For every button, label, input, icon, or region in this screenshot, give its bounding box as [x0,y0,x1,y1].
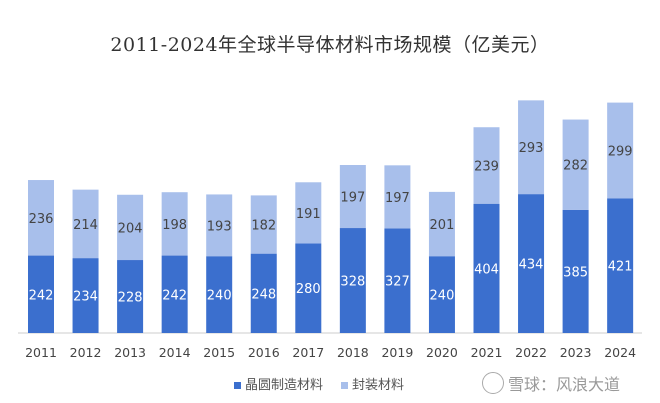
data-label-packaging-2013: 204 [118,221,143,236]
data-label-wafer-2021: 404 [474,262,499,277]
bar-wafer-2019 [384,228,411,333]
data-label-packaging-2023: 282 [563,159,588,174]
data-label-wafer-2020: 240 [430,289,455,304]
bar-wafer-2016 [250,253,277,333]
x-tick-label-2017: 2017 [292,345,324,360]
data-label-packaging-2015: 193 [207,219,232,234]
x-tick-label-2012: 2012 [70,345,102,360]
data-label-wafer-2023: 385 [563,265,588,280]
bar-wafer-2022 [518,194,545,333]
data-label-packaging-2019: 197 [385,191,410,206]
x-tick-label-2021: 2021 [471,345,503,360]
legend-swatch-packaging [341,382,349,389]
data-label-wafer-2011: 242 [29,288,54,303]
data-label-wafer-2024: 421 [608,260,633,275]
legend-swatch-wafer [234,382,241,389]
x-tick-label-2015: 2015 [203,345,235,360]
x-tick-label-2018: 2018 [337,345,369,360]
x-tick-label-2013: 2013 [114,345,146,360]
bar-wafer-2015 [206,256,233,333]
data-label-wafer-2012: 234 [73,290,98,305]
watermark: 雪球：风浪大道 [482,371,620,395]
bar-wafer-2014 [161,255,188,333]
data-label-packaging-2024: 299 [608,144,633,159]
data-label-packaging-2012: 214 [73,218,98,233]
legend-item-wafer: 晶圆制造材料 [234,374,323,393]
data-label-wafer-2013: 228 [118,291,143,306]
bar-packaging-2022 [518,100,545,195]
x-tick-label-2016: 2016 [248,345,280,360]
legend-label-packaging: 封装材料 [352,378,405,393]
bar-packaging-2024 [607,102,634,199]
data-label-wafer-2017: 280 [296,282,321,297]
data-label-packaging-2016: 182 [251,219,276,234]
legend: 晶圆制造材料 封装材料 [234,374,404,393]
bar-wafer-2020 [428,256,455,333]
bar-packaging-2013 [117,194,144,261]
bar-wafer-2013 [117,260,144,333]
bar-packaging-2020 [428,191,455,257]
data-label-packaging-2017: 191 [296,207,321,222]
bar-packaging-2021 [473,127,500,204]
x-tick-label-2011: 2011 [25,345,57,360]
data-label-packaging-2020: 201 [430,218,455,233]
legend-label-wafer: 晶圆制造材料 [245,378,324,393]
x-tick-label-2020: 2020 [426,345,458,360]
bar-packaging-2011 [28,180,54,256]
data-label-wafer-2016: 248 [251,287,276,302]
bar-packaging-2016 [250,195,277,254]
x-tick-label-2023: 2023 [560,345,592,360]
bar-packaging-2018 [339,165,366,229]
bar-packaging-2017 [295,182,322,244]
bar-packaging-2015 [206,194,233,257]
data-label-wafer-2019: 327 [385,275,410,290]
bar-wafer-2017 [295,243,322,333]
legend-item-packaging: 封装材料 [341,374,404,393]
bar-packaging-2023 [562,119,589,210]
x-tick-label-2019: 2019 [381,345,413,360]
data-label-packaging-2021: 239 [474,159,499,174]
bar-wafer-2024 [607,198,634,333]
data-label-packaging-2014: 198 [162,218,187,233]
x-tick-label-2024: 2024 [604,345,636,360]
data-label-wafer-2018: 328 [340,275,365,290]
watermark-text: 雪球：风浪大道 [508,375,621,394]
data-label-packaging-2022: 293 [519,141,544,156]
bar-wafer-2021 [473,203,500,333]
data-label-packaging-2018: 197 [340,191,365,206]
data-label-wafer-2015: 240 [207,289,232,304]
bar-wafer-2011 [28,255,54,333]
bar-wafer-2012 [72,258,99,333]
bar-packaging-2019 [384,165,411,229]
snowball-logo-icon [482,372,504,394]
chart-title: 2011-2024年全球半导体材料市场规模（亿美元） [110,34,550,56]
data-label-packaging-2011: 236 [29,212,54,227]
bar-packaging-2012 [72,189,99,259]
data-label-wafer-2022: 434 [519,258,544,273]
bar-wafer-2023 [562,209,589,333]
x-tick-label-2022: 2022 [515,345,547,360]
data-label-wafer-2014: 242 [162,288,187,303]
bar-packaging-2014 [161,192,188,256]
x-tick-label-2014: 2014 [159,345,191,360]
bar-wafer-2018 [339,228,366,333]
